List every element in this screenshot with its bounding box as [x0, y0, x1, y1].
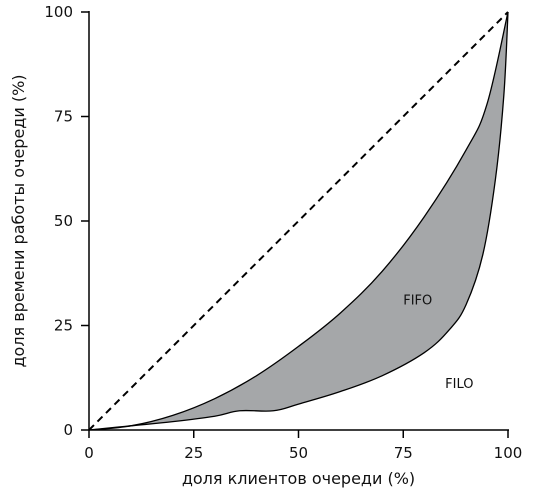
x-tick-label: 75: [394, 444, 413, 462]
filo-curve: [88, 11, 509, 431]
area-between-curves: [89, 12, 508, 430]
x-tick-label: 0: [84, 444, 94, 462]
x-axis-title: доля клиентов очереди (%): [182, 469, 415, 488]
axes: 0 25 50 75 100 0 25 50 75 100: [44, 3, 522, 462]
y-axis-title: доля времени работы очереди (%): [9, 74, 28, 367]
series-label-filo: FILO: [445, 377, 473, 392]
y-tick-label: 100: [44, 3, 73, 21]
y-tick-label: 25: [54, 317, 73, 335]
equality-diagonal: [88, 11, 509, 431]
x-tick-label: 50: [289, 444, 308, 462]
series-label-fifo: FIFO: [403, 294, 432, 309]
x-tick-label: 25: [184, 444, 203, 462]
y-tick-label: 50: [54, 212, 73, 230]
plot-area: [88, 11, 509, 431]
x-tick-label: 100: [494, 444, 523, 462]
x-ticks: 0 25 50 75 100: [84, 430, 522, 462]
fifo-curve: [88, 11, 509, 431]
y-tick-label: 75: [54, 108, 73, 126]
y-ticks: 0 25 50 75 100: [44, 3, 89, 439]
y-tick-label: 0: [63, 421, 73, 439]
